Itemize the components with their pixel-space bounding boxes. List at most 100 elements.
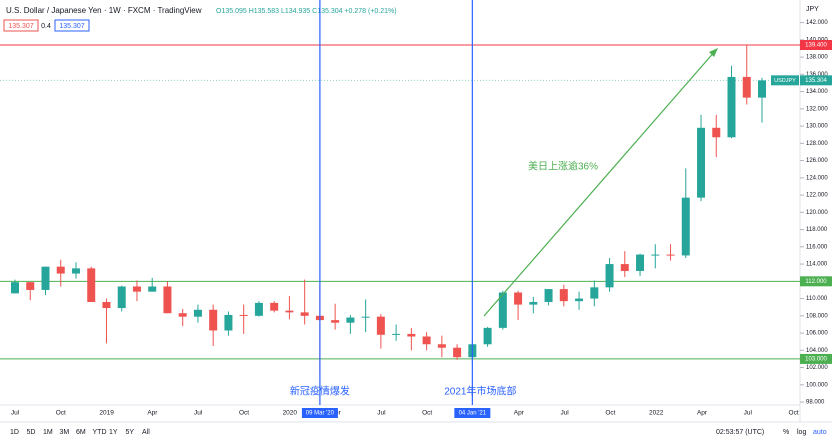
range-button[interactable]: 5Y — [126, 429, 135, 436]
level-tag — [800, 276, 832, 287]
x-tick-label: Apr — [697, 410, 708, 417]
x-tick-label: Apr — [514, 410, 525, 417]
candle-body — [681, 197, 690, 256]
x-tick-label: Oct — [789, 410, 799, 417]
candle-body — [620, 264, 629, 271]
range-button[interactable]: 1Y — [109, 429, 118, 436]
auto-toggle[interactable]: auto — [813, 429, 827, 436]
candle-body — [26, 282, 35, 290]
marker-date: 09 Mar '20 — [306, 411, 335, 417]
candle-body — [11, 282, 19, 294]
range-button[interactable]: 1D — [10, 429, 19, 436]
x-tick-label: Oct — [239, 410, 249, 417]
candle-body — [56, 266, 65, 274]
candle-body — [453, 347, 462, 358]
y-tick-label: 122.000 — [806, 193, 828, 199]
y-tick-label: 128.000 — [806, 141, 828, 147]
current-tag — [800, 75, 832, 86]
candle-body — [437, 344, 446, 348]
x-tick-label: Oct — [56, 410, 66, 417]
y-tick-label: 132.000 — [806, 106, 828, 112]
level-tag — [800, 353, 832, 364]
log-toggle[interactable]: log — [797, 429, 806, 436]
y-tick-label: 118.000 — [806, 227, 828, 233]
candle-body — [41, 266, 50, 290]
marker-date-tag — [454, 408, 491, 418]
candle-body — [392, 333, 401, 335]
arrow-head — [709, 48, 718, 57]
spread: 0.4 — [41, 23, 51, 30]
range-button[interactable]: All — [142, 429, 150, 436]
currency: JPY — [806, 6, 819, 13]
y-tick-label: 126.000 — [806, 158, 828, 164]
candle-body — [529, 302, 538, 305]
level-tag — [800, 40, 832, 51]
range-button[interactable]: 1M — [43, 429, 53, 436]
range-button[interactable]: 3M — [60, 429, 70, 436]
y-tick-label: 134.000 — [806, 89, 828, 95]
marker-annotation: 2021年市场底部 — [444, 385, 516, 398]
candle-body — [209, 309, 218, 331]
candle-body — [193, 309, 202, 317]
candle-body — [636, 254, 645, 271]
buy-box[interactable] — [54, 19, 90, 32]
y-tick-label: 114.000 — [806, 262, 828, 268]
range-button[interactable]: 5D — [27, 429, 36, 436]
y-tick-label: 98.000 — [806, 400, 825, 406]
candle-body — [697, 127, 706, 198]
candle-body — [331, 320, 340, 323]
y-tick-label: 138.000 — [806, 55, 828, 61]
y-tick-label: 106.000 — [806, 331, 828, 337]
candle-body — [666, 254, 675, 256]
sell-box[interactable] — [3, 19, 39, 32]
symbol-title: U.S. Dollar / Japanese Yen · 1W · FXCM ·… — [6, 6, 202, 15]
y-tick-label: 104.000 — [806, 348, 828, 354]
y-tick-label: 108.000 — [806, 313, 828, 319]
x-tick-label: Jul — [194, 410, 203, 417]
x-tick-label: 2019 — [99, 410, 114, 417]
candle-body — [163, 286, 172, 314]
y-tick-label: 130.000 — [806, 124, 828, 130]
range-button[interactable]: YTD — [93, 429, 107, 436]
range-button[interactable]: 6M — [76, 429, 86, 436]
marker-date-tag — [301, 408, 338, 418]
candle-body — [239, 314, 248, 316]
candle-body — [712, 127, 721, 138]
y-tick-label: 120.000 — [806, 210, 828, 216]
candle-body — [87, 268, 96, 303]
symbol-label: USDJPY — [774, 78, 796, 84]
candle-body — [285, 310, 294, 313]
candle-body — [559, 289, 568, 302]
y-tick-label: 110.000 — [806, 296, 828, 302]
symbol-tag — [771, 75, 799, 86]
trend-arrow — [483, 49, 717, 317]
sell-price: 135.307 — [8, 23, 33, 30]
candle-body — [483, 327, 492, 345]
candle-body — [758, 80, 766, 98]
y-tick-label: 102.000 — [806, 365, 828, 371]
candle-body — [514, 292, 523, 305]
level-label: 103.000 — [805, 357, 827, 363]
clock: 02:53:57 (UTC) — [716, 429, 764, 436]
candle-body — [254, 302, 263, 316]
percent-toggle[interactable]: % — [783, 429, 789, 436]
candle-body — [346, 317, 355, 323]
candle-body — [132, 286, 141, 292]
candle-body — [270, 302, 279, 311]
x-tick-label: Jul — [377, 410, 386, 417]
ohlc: O135.095 H135.583 L134.935 C135.304 +0.2… — [216, 8, 397, 15]
marker-annotation: 新冠疫情爆发 — [290, 385, 350, 398]
y-tick-label: 100.000 — [806, 382, 828, 388]
arrow-annotation: 美日上涨逾36% — [528, 160, 598, 173]
candle-body — [102, 302, 111, 309]
x-tick-label: Jul — [560, 410, 569, 417]
x-tick-label: Oct — [605, 410, 615, 417]
x-tick-label: Apr — [147, 410, 158, 417]
x-tick-label: 2022 — [649, 410, 664, 417]
candle-body — [300, 312, 309, 316]
y-tick-label: 116.000 — [806, 244, 828, 250]
x-tick-label: Jul — [744, 410, 753, 417]
candle-body — [117, 286, 126, 309]
candle-body — [605, 264, 614, 288]
